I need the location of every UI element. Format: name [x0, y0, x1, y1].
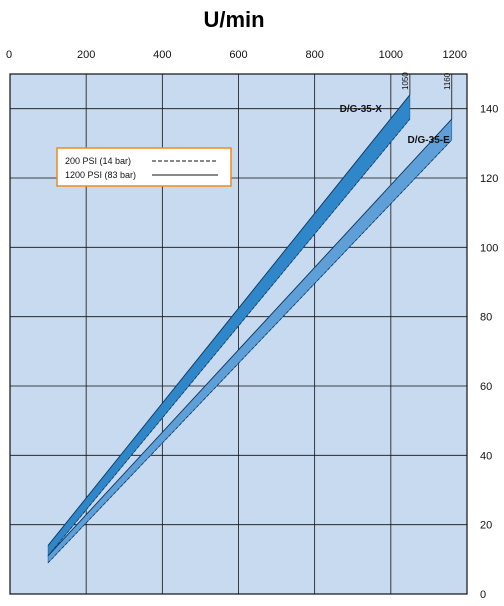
series-max-label-1: 1160	[443, 72, 452, 90]
legend-box	[56, 147, 232, 187]
series-dashed-line-0	[47, 118, 411, 557]
series-name-label-1: D/G-35-E	[408, 135, 451, 146]
legend-label-1200psi: 1200 PSI (83 bar)	[65, 170, 136, 180]
y-tick-label-100: 100	[480, 242, 498, 254]
y-tick-label-120: 120	[480, 173, 498, 185]
x-tick-label-1200: 1200	[443, 49, 467, 61]
series-solid-line-0	[47, 94, 411, 546]
y-tick-label-140: 140	[480, 104, 498, 116]
y-tick-label-80: 80	[480, 312, 492, 324]
y-tick-label-20: 20	[480, 520, 492, 532]
x-tick-label-800: 800	[305, 49, 323, 61]
x-tick-label-400: 400	[153, 49, 171, 61]
x-tick-label-1000: 1000	[379, 49, 403, 61]
series-solid-line-1	[47, 118, 453, 557]
series-layer: 1050 D/G-35-X 1160 D/G-35-E	[47, 72, 453, 564]
axes: 0 200 400 600 800 1000 1200 0 20 40 60 80 100 120 140	[6, 49, 498, 601]
legend-label-200psi: 200 PSI (14 bar)	[65, 156, 131, 166]
y-tick-label-60: 60	[480, 381, 492, 393]
x-tick-label-200: 200	[77, 49, 95, 61]
series-name-label-0: D/G-35-X	[340, 104, 383, 115]
legend: 200 PSI (14 bar) 1200 PSI (83 bar)	[56, 147, 232, 187]
chart-title: U/min	[203, 7, 264, 32]
series-dashed-line-1	[47, 139, 453, 564]
x-tick-label-600: 600	[229, 49, 247, 61]
plot-border	[9, 73, 468, 595]
x-tick-label-0: 0	[6, 49, 12, 61]
series-max-label-0: 1050	[401, 72, 410, 90]
y-tick-label-0: 0	[480, 589, 486, 601]
y-tick-label-40: 40	[480, 450, 492, 462]
